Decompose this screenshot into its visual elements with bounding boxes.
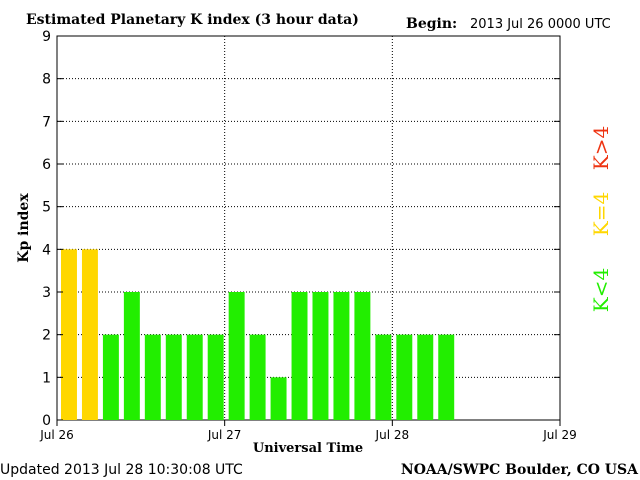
kp-bar — [417, 334, 434, 420]
kp-bar — [186, 334, 203, 420]
kp-bar — [291, 292, 308, 420]
begin-value: 2013 Jul 26 0000 UTC — [470, 17, 611, 32]
x-tick-label: Jul 29 — [542, 428, 577, 442]
kp-bar — [123, 292, 140, 420]
begin-label: Begin: — [406, 16, 457, 32]
kp-bar — [312, 292, 329, 420]
y-ticks: 0 1 2 3 4 5 6 7 8 9 — [42, 29, 560, 429]
legend-low: K<4 — [589, 268, 613, 312]
kp-bar — [61, 249, 77, 420]
kp-bar — [249, 334, 266, 420]
y-axis-label: Kp index — [16, 193, 32, 263]
x-tick-label: Jul 28 — [375, 428, 410, 442]
y-tick-label: 7 — [42, 114, 51, 130]
bars — [61, 249, 455, 420]
kp-bar — [165, 334, 182, 420]
kp-bar — [270, 377, 287, 420]
y-tick-label: 9 — [42, 29, 51, 45]
y-tick-label: 0 — [42, 413, 51, 429]
y-tick-label: 2 — [42, 328, 51, 344]
kp-bar — [144, 334, 161, 420]
kp-bar — [354, 292, 371, 420]
plot-frame — [56, 35, 561, 421]
updated-timestamp: Updated 2013 Jul 28 10:30:08 UTC — [0, 462, 243, 478]
y-tick-label: 8 — [42, 72, 51, 88]
y-tick-label: 3 — [42, 285, 51, 301]
y-tick-label: 4 — [42, 242, 51, 258]
kp-bar — [207, 334, 224, 420]
y-tick-label: 6 — [42, 157, 51, 173]
x-axis-label: Universal Time — [253, 441, 363, 456]
x-tick-label: Jul 27 — [207, 428, 242, 442]
legend-equal: K=4 — [589, 192, 613, 236]
kp-bar — [81, 249, 98, 420]
kp-bar — [333, 292, 350, 420]
kp-bar — [228, 292, 245, 420]
source-credit: NOAA/SWPC Boulder, CO USA — [401, 462, 639, 478]
y-tick-label: 5 — [42, 200, 51, 216]
y-tick-label: 1 — [42, 370, 51, 386]
gridlines — [57, 35, 560, 420]
x-ticks: Jul 26 Jul 27 Jul 28 Jul 29 — [39, 420, 577, 442]
kp-bar — [375, 334, 392, 420]
kp-bar — [438, 334, 455, 420]
x-tick-label: Jul 26 — [39, 428, 74, 442]
kp-bar — [102, 334, 119, 420]
legend-high: K>4 — [589, 126, 613, 170]
kp-bar — [396, 334, 413, 420]
chart-title: Estimated Planetary K index (3 hour data… — [26, 12, 359, 28]
